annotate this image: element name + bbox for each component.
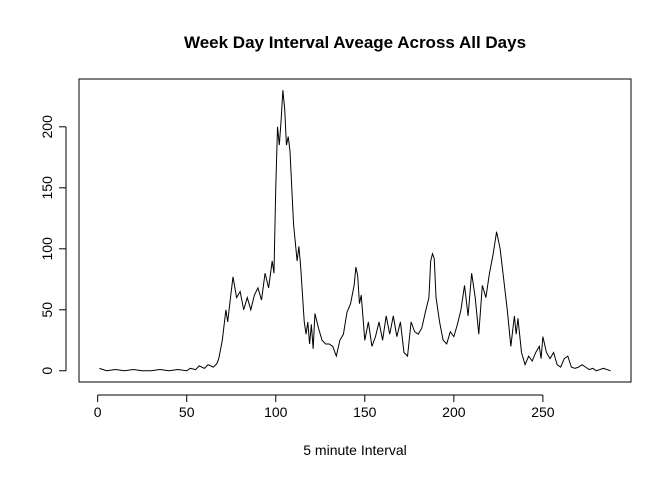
y-tick-label: 150	[39, 176, 55, 200]
x-tick-label: 200	[442, 404, 466, 420]
chart-title: Week Day Interval Aveage Across All Days	[184, 33, 526, 52]
data-line	[99, 90, 611, 372]
x-tick-label: 150	[353, 404, 377, 420]
y-tick-label: 0	[39, 367, 55, 375]
x-axis-label: 5 minute Interval	[303, 442, 407, 458]
y-tick-label: 200	[39, 115, 55, 139]
x-tick-label: 0	[94, 404, 102, 420]
plot-box	[78, 78, 632, 383]
y-tick-label: 100	[39, 237, 55, 261]
x-tick-label: 250	[531, 404, 555, 420]
x-tick-label: 100	[264, 404, 288, 420]
y-tick-label: 50	[39, 302, 55, 318]
x-tick-label: 50	[179, 404, 195, 420]
